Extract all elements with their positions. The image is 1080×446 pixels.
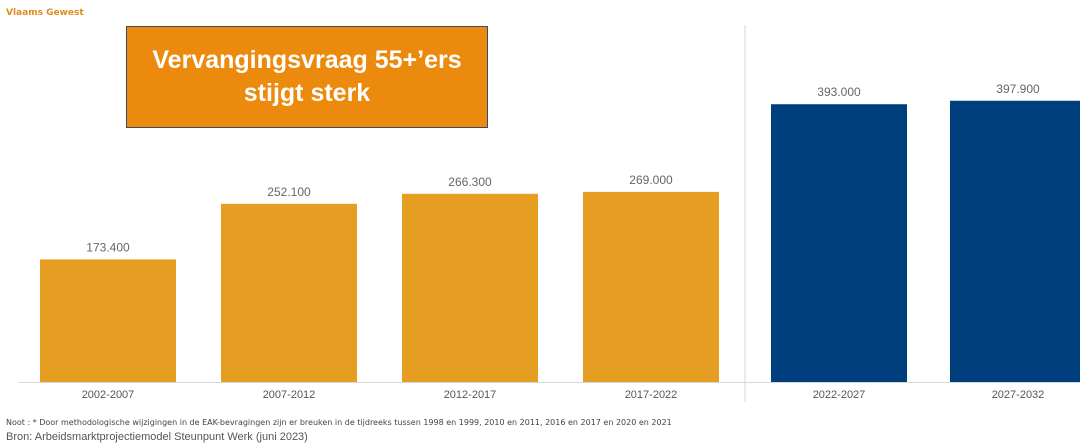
bar-2002-2007 — [40, 259, 176, 382]
value-label-2027-2032: 397.900 — [996, 82, 1040, 96]
x-tick-label-2012-2017: 2012-2017 — [444, 389, 497, 401]
x-tick-label-2027-2032: 2027-2032 — [992, 389, 1045, 401]
x-tick-label-2007-2012: 2007-2012 — [263, 389, 316, 401]
bar-2017-2022 — [583, 191, 719, 382]
x-tick-label-2017-2022: 2017-2022 — [625, 389, 678, 401]
x-tick-label-2022-2027: 2022-2027 — [813, 389, 866, 401]
region-label: Vlaams Gewest — [6, 8, 84, 18]
bar-2022-2027 — [771, 104, 907, 382]
source-text: Bron: Arbeidsmarktprojectiemodel Steunpu… — [6, 431, 308, 443]
headline-text: Vervangingsvraag 55+’ers stijgt sterk — [152, 46, 462, 107]
value-label-2007-2012: 252.100 — [267, 185, 311, 199]
bar-2007-2012 — [221, 203, 357, 382]
value-label-2022-2027: 393.000 — [817, 85, 861, 99]
value-label-2002-2007: 173.400 — [86, 240, 130, 254]
value-label-2017-2022: 269.000 — [629, 173, 673, 187]
bar-2027-2032 — [950, 100, 1080, 382]
bar-2012-2017 — [402, 193, 538, 382]
footnote: Noot : * Door methodologische wijziginge… — [6, 418, 672, 427]
x-tick-label-2002-2007: 2002-2007 — [82, 389, 135, 401]
value-label-2012-2017: 266.300 — [448, 175, 492, 189]
headline-box: Vervangingsvraag 55+’ers stijgt sterk — [126, 26, 488, 128]
